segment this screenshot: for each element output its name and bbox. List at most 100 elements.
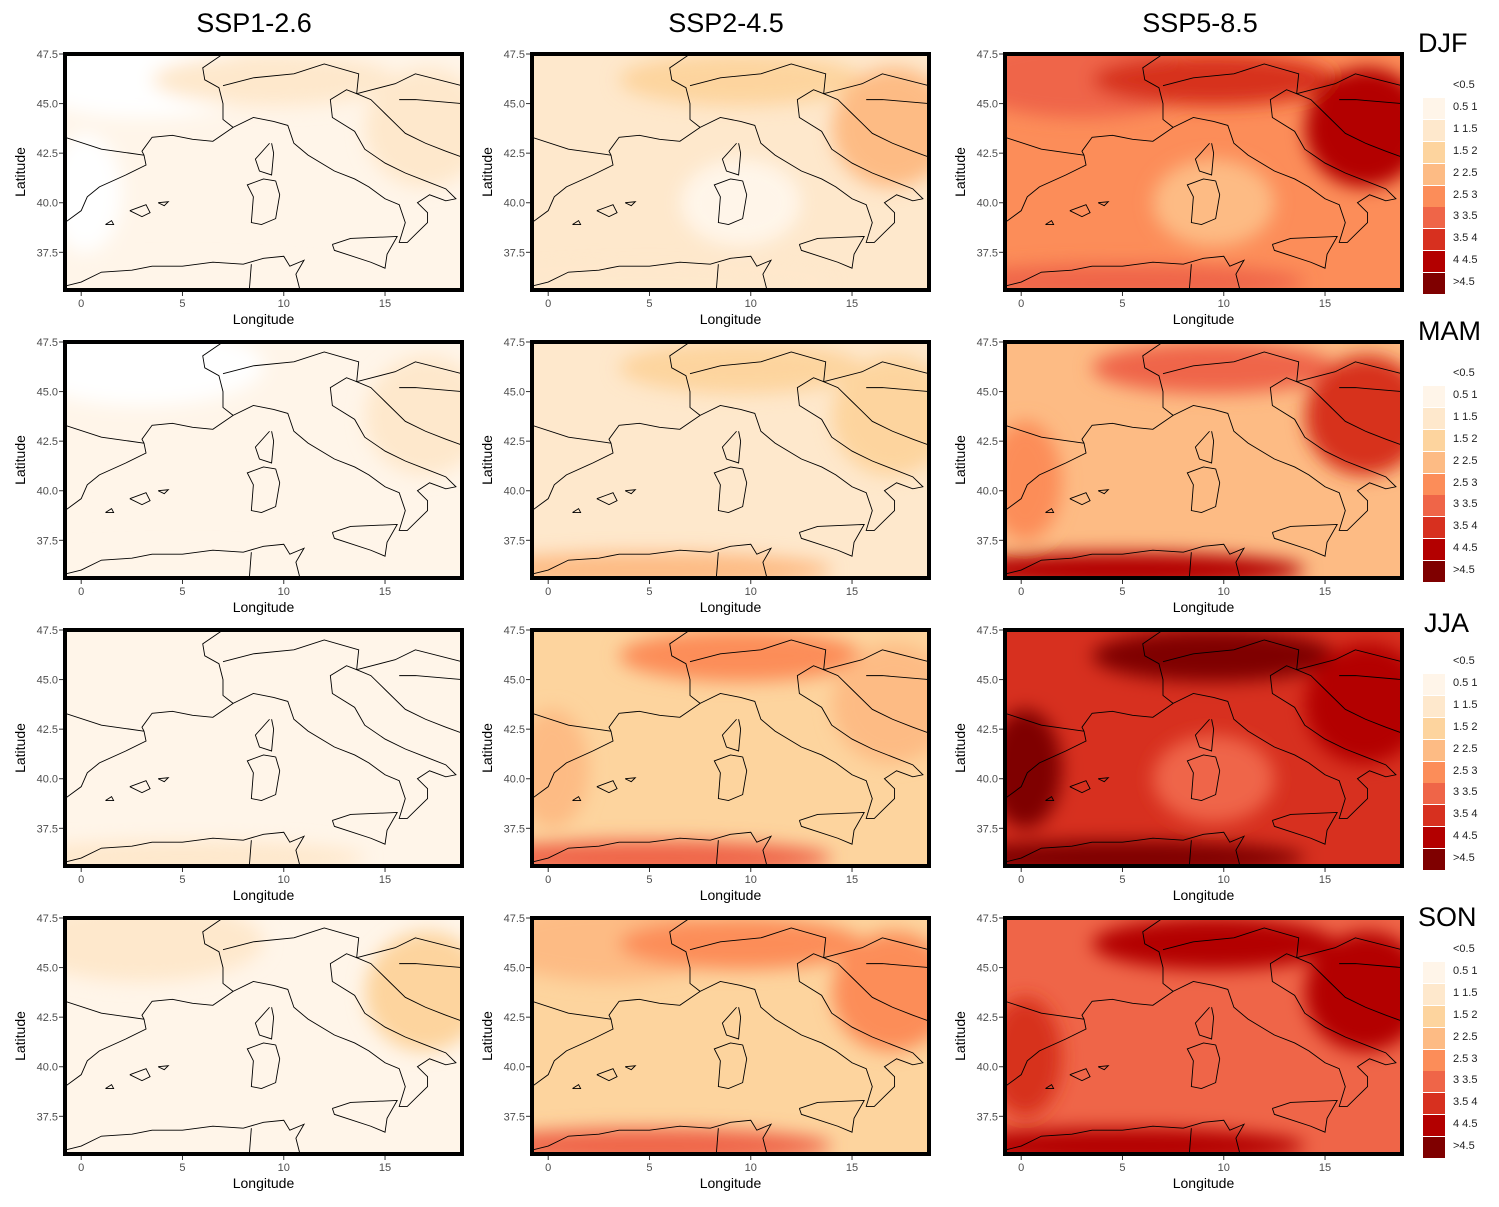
field-region-alps <box>619 342 863 394</box>
coastline <box>157 201 170 207</box>
legend-item: 2.5 3 <box>1423 473 1499 496</box>
y-tick-label: 47.5 <box>977 337 998 349</box>
legend-swatch <box>1423 385 1445 407</box>
coastline <box>866 675 929 681</box>
x-tick-label: 10 <box>278 298 290 310</box>
legend-label: 3.5 4 <box>1453 232 1478 245</box>
coastline <box>596 780 618 794</box>
y-tick-label: 47.5 <box>504 49 525 61</box>
panel-frame <box>63 340 464 580</box>
coastline <box>356 73 462 95</box>
x-tick-label: 15 <box>379 298 391 310</box>
x-tick-label: 10 <box>278 1162 290 1174</box>
y-tick-label: 40.0 <box>37 774 58 786</box>
legend-label: 3 3.5 <box>1453 498 1478 511</box>
y-tick-label: 45.0 <box>977 675 998 687</box>
field-region-africa <box>65 552 365 578</box>
coastline <box>129 1068 151 1082</box>
panel-frame <box>63 628 464 868</box>
coastline <box>129 780 151 794</box>
legend-swatch <box>1423 251 1445 273</box>
coastline <box>105 219 115 226</box>
coastline <box>1296 361 1402 383</box>
coastline <box>157 489 170 495</box>
coastline <box>246 466 281 514</box>
y-tick-label: 42.5 <box>37 436 58 448</box>
map-panel-son-ssp1-2.6: 0 5 10 15 47.5 45.0 42.5 40.0 37.5 Longitude Latit… <box>12 913 464 1191</box>
legend-item: >4.5 <box>1423 849 1499 871</box>
legend-item: 1 1.5 <box>1423 695 1499 718</box>
coastline <box>572 795 582 802</box>
legend-item: 4 4.5 <box>1423 1115 1499 1137</box>
legend-label: 4 4.5 <box>1453 254 1478 267</box>
y-tick-label: 40.0 <box>504 774 525 786</box>
coastline <box>1005 136 1085 156</box>
legend-item: 1.5 2 <box>1423 429 1499 452</box>
coastline <box>1005 1119 1246 1154</box>
x-tick-label: 0 <box>78 1162 84 1174</box>
coastline <box>1194 430 1215 464</box>
legend-label: 0.5 1 <box>1453 388 1478 401</box>
field-region-north <box>65 918 264 982</box>
coastline <box>823 361 929 383</box>
x-tick-label: 15 <box>1319 586 1331 598</box>
legend-swatch <box>1423 185 1445 207</box>
y-tick-label: 45.0 <box>977 963 998 975</box>
x-tick-label: 5 <box>179 874 185 886</box>
y-tick-label: 42.5 <box>504 724 525 736</box>
coastline <box>596 204 618 218</box>
column-title-ssp126: SSP1-2.6 <box>196 8 312 38</box>
y-tick-label: 42.5 <box>37 148 58 160</box>
coastline <box>532 665 929 819</box>
field-region-balkans <box>365 67 462 188</box>
coastline <box>532 543 773 578</box>
legend-swatch <box>1423 1049 1445 1071</box>
legend-swatch <box>1423 207 1445 229</box>
legend-label: <0.5 <box>1453 943 1475 955</box>
x-tick-label: 5 <box>179 298 185 310</box>
y-tick-label: 40.0 <box>977 198 998 210</box>
y-tick-label: 42.5 <box>977 724 998 736</box>
legend-item: 3.5 4 <box>1423 805 1499 827</box>
coastline <box>1005 831 1246 866</box>
x-axis-label: Longitude <box>233 1175 295 1191</box>
legend-label: 2.5 3 <box>1453 764 1478 777</box>
field-region-balkans <box>365 355 462 476</box>
legend-swatch <box>1423 141 1445 163</box>
legend-swatch <box>1423 1005 1445 1027</box>
y-tick-label: 42.5 <box>504 148 525 160</box>
y-tick-label: 45.0 <box>37 387 58 399</box>
legend-item: 3.5 4 <box>1423 229 1499 251</box>
legend-item: 3 3.5 <box>1423 495 1499 517</box>
coastline <box>65 1000 145 1020</box>
legend-item: 2.5 3 <box>1423 185 1499 208</box>
legend-swatch <box>1423 717 1445 739</box>
coastline <box>1005 665 1402 819</box>
field-region-alps <box>1092 54 1336 106</box>
panel-frame <box>1003 628 1404 868</box>
field-region-africa <box>65 264 365 290</box>
x-tick-label: 15 <box>379 1162 391 1174</box>
x-axis-label: Longitude <box>700 311 762 327</box>
coastline <box>572 219 582 226</box>
legend-item: 1.5 2 <box>1423 717 1499 740</box>
legend-swatch <box>1423 539 1445 561</box>
x-tick-label: 5 <box>1119 298 1125 310</box>
map-panel-jja-ssp5-8.5: 0 5 10 15 47.5 45.0 42.5 40.0 37.5 Longitude Latit… <box>952 625 1404 903</box>
legend-item: 1 1.5 <box>1423 119 1499 142</box>
coastline <box>202 630 234 704</box>
coastline <box>65 136 145 156</box>
field-region-balkans <box>1305 355 1402 476</box>
field-region-iberia <box>1005 997 1062 1117</box>
coastline <box>532 89 929 243</box>
legend-swatch <box>1423 961 1445 983</box>
coastline <box>1045 795 1055 802</box>
legend-item: 3.5 4 <box>1423 517 1499 539</box>
x-tick-label: 5 <box>1119 586 1125 598</box>
coastline <box>1188 264 1192 290</box>
y-tick-label: 45.0 <box>977 99 998 111</box>
legend-swatch <box>1423 695 1445 717</box>
coastline <box>798 1099 865 1133</box>
legend-label: 4 4.5 <box>1453 1118 1478 1131</box>
coastline <box>624 1065 637 1071</box>
